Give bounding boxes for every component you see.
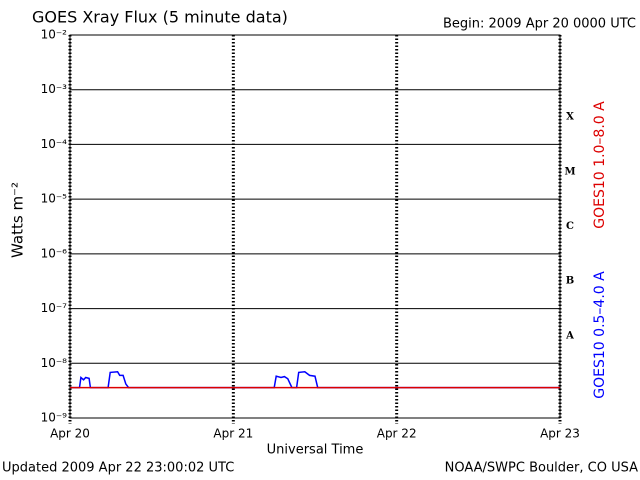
y-tick-label: 10⁻⁶ — [41, 246, 68, 260]
y-tick-label: 10⁻⁵ — [41, 192, 68, 206]
footer-left: Updated 2009 Apr 22 23:00:02 UTC — [2, 461, 234, 476]
y-tick-label: 10⁻⁷ — [41, 301, 68, 315]
x-tick-label: Apr 20 — [50, 427, 90, 441]
legend-label: GOES10 1.0–8.0 A — [592, 101, 608, 229]
y-tick-label: 10⁻³ — [41, 82, 68, 96]
x-axis-label: Universal Time — [267, 443, 364, 458]
flare-class-label: C — [566, 221, 574, 232]
chart-subtitle: Begin: 2009 Apr 20 0000 UTC — [443, 17, 636, 32]
flare-class-label: A — [565, 330, 574, 341]
footer-right: NOAA/SWPC Boulder, CO USA — [445, 461, 638, 476]
y-tick-label: 10⁻⁹ — [41, 411, 68, 425]
x-tick-label: Apr 22 — [377, 427, 417, 441]
flare-class-label: B — [566, 276, 574, 287]
series-line — [70, 371, 560, 389]
flare-class-label: M — [564, 166, 575, 177]
y-tick-label: 10⁻⁴ — [41, 137, 68, 151]
legend-label: GOES10 0.5–4.0 A — [592, 271, 608, 399]
chart-title: GOES Xray Flux (5 minute data) — [32, 8, 288, 27]
y-tick-label: 10⁻² — [41, 28, 68, 42]
flare-class-label: X — [566, 112, 574, 123]
x-tick-label: Apr 21 — [213, 427, 253, 441]
y-axis-label: Watts m⁻² — [9, 182, 27, 258]
plot-frame — [69, 34, 561, 419]
y-tick-label: 10⁻⁸ — [41, 356, 68, 370]
x-tick-label: Apr 23 — [540, 427, 580, 441]
